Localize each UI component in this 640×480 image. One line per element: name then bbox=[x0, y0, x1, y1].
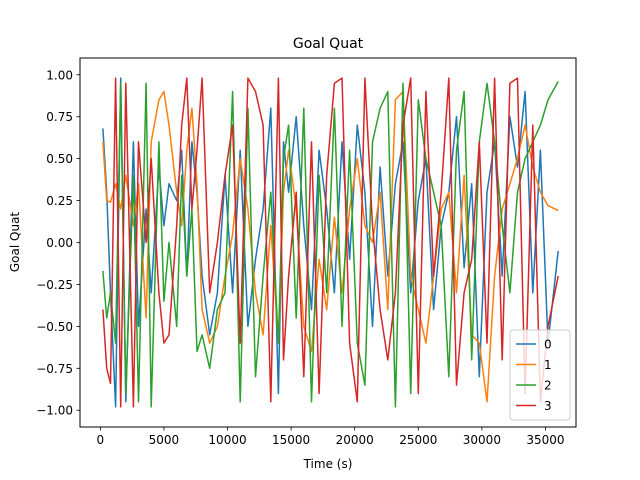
x-tick-label: 25000 bbox=[399, 433, 437, 447]
legend-label-0: 0 bbox=[544, 338, 552, 352]
x-tick-label: 0 bbox=[97, 433, 105, 447]
legend-box bbox=[509, 329, 571, 421]
legend-label-1: 1 bbox=[544, 358, 552, 372]
legend: 0 1 2 3 bbox=[509, 329, 571, 421]
y-tick-label: −1.00 bbox=[36, 404, 73, 418]
series-layer bbox=[102, 77, 559, 408]
x-tick-label: 5000 bbox=[149, 433, 180, 447]
y-tick-label: 0.75 bbox=[46, 110, 73, 124]
x-tick-label: 15000 bbox=[272, 433, 310, 447]
y-tick-label: −0.75 bbox=[36, 362, 73, 376]
x-axis-label: Time (s) bbox=[303, 457, 353, 471]
series-line-3 bbox=[102, 77, 559, 408]
x-tick-label: 35000 bbox=[526, 433, 564, 447]
y-axis-label: Goal Quat bbox=[8, 212, 22, 273]
y-tick-label: 0.25 bbox=[46, 194, 73, 208]
x-axis: 0 5000 10000 15000 20000 25000 30000 35000 bbox=[97, 427, 565, 447]
y-tick-label: −0.25 bbox=[36, 278, 73, 292]
y-tick-label: −0.50 bbox=[36, 320, 73, 334]
x-tick-label: 10000 bbox=[208, 433, 246, 447]
legend-label-3: 3 bbox=[544, 399, 552, 413]
y-tick-label: 0.00 bbox=[46, 236, 73, 250]
x-tick-label: 30000 bbox=[463, 433, 501, 447]
y-tick-label: 0.50 bbox=[46, 152, 73, 166]
legend-label-2: 2 bbox=[544, 379, 552, 393]
y-tick-label: 1.00 bbox=[46, 68, 73, 82]
x-tick-label: 20000 bbox=[336, 433, 374, 447]
y-axis: −1.00 −0.75 −0.50 −0.25 0.00 0.25 0.50 0.75 1.00 bbox=[36, 68, 80, 418]
chart-title: Goal Quat bbox=[293, 36, 364, 52]
